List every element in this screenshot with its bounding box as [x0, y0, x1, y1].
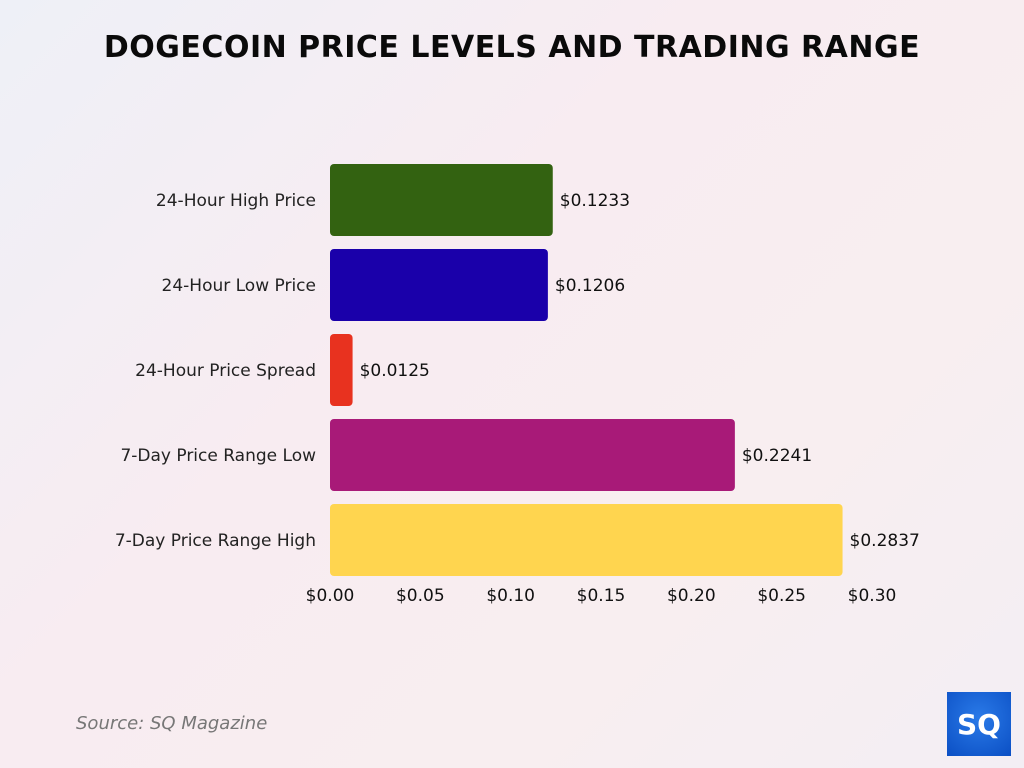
- category-label: 7-Day Price Range High: [115, 531, 316, 551]
- category-label: 24-Hour Low Price: [162, 276, 316, 296]
- bar: [330, 504, 843, 576]
- data-label: $0.2241: [742, 446, 812, 466]
- chart-title: DOGECOIN PRICE LEVELS AND TRADING RANGE: [103, 30, 921, 65]
- category-label: 24-Hour High Price: [156, 191, 316, 211]
- x-tick-label: $0.20: [667, 586, 716, 606]
- bar: [330, 164, 553, 236]
- bar: [330, 249, 548, 321]
- x-tick-label: $0.10: [486, 586, 535, 606]
- bar: [330, 334, 353, 406]
- x-tick-label: $0.15: [577, 586, 626, 606]
- sq-logo: SQ: [947, 692, 1011, 756]
- x-tick-label: $0.00: [306, 586, 355, 606]
- x-tick-label: $0.05: [396, 586, 445, 606]
- source-note: Source: SQ Magazine: [76, 713, 268, 734]
- x-tick-label: $0.30: [848, 586, 897, 606]
- data-label: $0.0125: [360, 361, 430, 381]
- bar: [330, 419, 735, 491]
- data-label: $0.1206: [555, 276, 625, 296]
- category-label: 24-Hour Price Spread: [135, 361, 316, 381]
- category-label: 7-Day Price Range Low: [120, 446, 316, 466]
- data-label: $0.1233: [560, 191, 630, 211]
- x-tick-label: $0.25: [757, 586, 806, 606]
- data-label: $0.2837: [850, 531, 920, 551]
